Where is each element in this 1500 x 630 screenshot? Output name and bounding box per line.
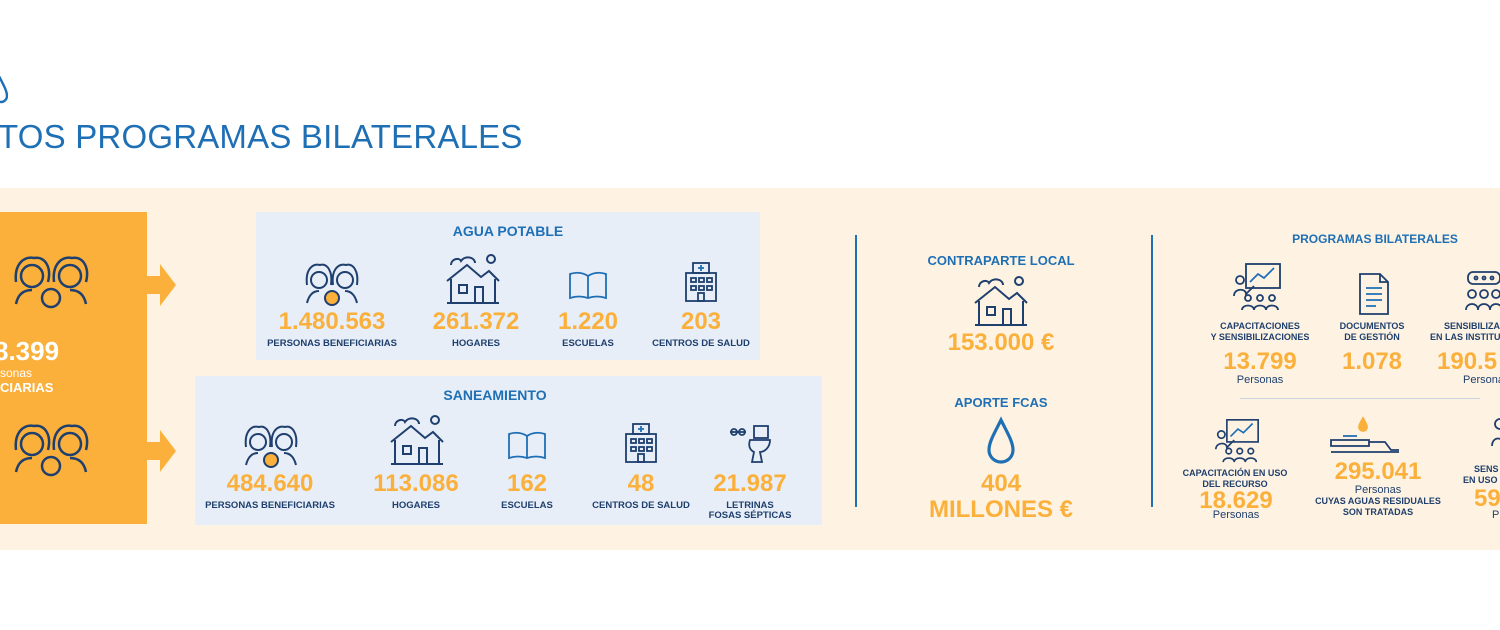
contraparte-title: CONTRAPARTE LOCAL xyxy=(927,253,1075,268)
sensibiliza-unit: Persona xyxy=(1463,374,1500,386)
house-icon xyxy=(445,253,501,305)
row-separator xyxy=(1240,398,1480,399)
treatment-plant-icon xyxy=(1329,416,1401,456)
san-centros-label: CENTROS DE SALUD xyxy=(592,500,690,511)
sensibiliza-label: SENSIBILIZA xyxy=(1444,321,1500,331)
capacitaciones-unit: Personas xyxy=(1236,374,1284,386)
sensibiliza-label-2: EN LAS INSTITU xyxy=(1430,332,1500,342)
toilet-icon xyxy=(728,424,772,464)
cap-uso-unit: Personas xyxy=(1212,509,1260,521)
san-centros-value: 48 xyxy=(627,470,655,497)
contraparte-value: 153.000 € xyxy=(947,329,1055,356)
agua-hogares-label: HOGARES xyxy=(451,338,501,349)
aguas-residuales-label: CUYAS AGUAS RESIDUALES xyxy=(1315,496,1441,506)
agua-beneficiarias-value: 1.480.563 xyxy=(278,308,386,335)
sens-uso-label-2: EN USO xyxy=(1463,475,1498,485)
san-beneficiarias-value: 484.640 xyxy=(226,470,314,497)
water-drop-icon xyxy=(986,416,1016,466)
capacitaciones-label-2: Y SENSIBILIZACIONES xyxy=(1210,332,1310,342)
cap-uso-value: 18.629 xyxy=(1199,487,1273,514)
total-beneficiaries-value: 8.399 xyxy=(0,336,60,366)
agua-centros-label: CENTROS DE SALUD xyxy=(652,338,750,349)
documentos-label: DOCUMENTOS xyxy=(1339,321,1405,331)
aguas-residuales-label-2: SON TRATADAS xyxy=(1342,507,1414,517)
agua-potable-title: AGUA POTABLE xyxy=(452,223,564,239)
saneamiento-title: SANEAMIENTO xyxy=(443,387,547,403)
total-beneficiaries-label: CIARIAS xyxy=(0,380,54,395)
presentation-icon xyxy=(1214,418,1260,464)
capacitaciones-label: CAPACITACIONES xyxy=(1220,321,1300,331)
aporte-unit: MILLONES € xyxy=(928,496,1073,523)
agua-hogares-value: 261.372 xyxy=(432,308,520,335)
people-icon xyxy=(242,423,300,469)
cap-uso-label: CAPACITACIÓN EN USO xyxy=(1182,468,1288,478)
page-title: TOS PROGRAMAS BILATERALES xyxy=(0,118,523,155)
people-icon xyxy=(303,261,361,307)
agua-escuelas-label: ESCUELAS xyxy=(562,338,614,349)
san-letrinas-value: 21.987 xyxy=(713,470,787,497)
san-fosas-label: FOSAS SÉPTICAS xyxy=(708,510,792,521)
book-icon xyxy=(568,270,608,300)
sens-uso-label: SENS xyxy=(1474,464,1499,474)
person-icon xyxy=(1490,416,1500,456)
agua-centros-value: 203 xyxy=(680,308,722,335)
arrow-right-icon xyxy=(146,430,176,472)
people-icon xyxy=(10,420,92,480)
people-icon xyxy=(10,252,92,312)
arrow-right-icon xyxy=(146,264,176,306)
hospital-icon xyxy=(683,261,719,303)
agua-escuelas-value: 1.220 xyxy=(557,308,619,335)
sensibiliza-value: 190.5 xyxy=(1437,348,1498,375)
water-drop-icon xyxy=(0,76,8,104)
presentation-icon xyxy=(1232,262,1282,312)
documentos-label-2: DE GESTIÓN xyxy=(1344,332,1400,342)
house-icon xyxy=(973,275,1029,327)
hospital-icon xyxy=(623,422,659,464)
san-hogares-value: 113.086 xyxy=(373,470,459,497)
total-beneficiaries-box xyxy=(0,212,147,524)
aguas-residuales-unit: Personas xyxy=(1354,484,1402,496)
cap-uso-label-2: DEL RECURSO xyxy=(1202,479,1268,489)
group-chat-icon xyxy=(1464,270,1500,314)
divider xyxy=(855,235,857,507)
aporte-value: 404 xyxy=(980,470,1022,497)
sens-uso-value: 59 xyxy=(1474,485,1500,512)
divider xyxy=(1151,235,1153,507)
sens-uso-unit: P xyxy=(1492,509,1500,521)
capacitaciones-value: 13.799 xyxy=(1223,348,1297,375)
documentos-value: 1.078 xyxy=(1341,348,1403,375)
agua-beneficiarias-label: PERSONAS BENEFICIARIAS xyxy=(267,338,397,349)
san-escuelas-value: 162 xyxy=(506,470,548,497)
san-hogares-label: HOGARES xyxy=(391,500,441,511)
san-letrinas-label: LETRINAS xyxy=(726,500,774,511)
aporte-title: APORTE FCAS xyxy=(954,395,1048,410)
san-escuelas-label: ESCUELAS xyxy=(501,500,553,511)
aguas-residuales-value: 295.041 xyxy=(1334,458,1422,485)
document-icon xyxy=(1356,272,1392,316)
san-beneficiarias-label: PERSONAS BENEFICIARIAS xyxy=(205,500,335,511)
total-beneficiaries-unit: sonas xyxy=(0,366,33,380)
house-icon xyxy=(389,414,445,466)
programas-title: PROGRAMAS BILATERALES xyxy=(1292,232,1458,246)
book-icon xyxy=(507,430,547,460)
